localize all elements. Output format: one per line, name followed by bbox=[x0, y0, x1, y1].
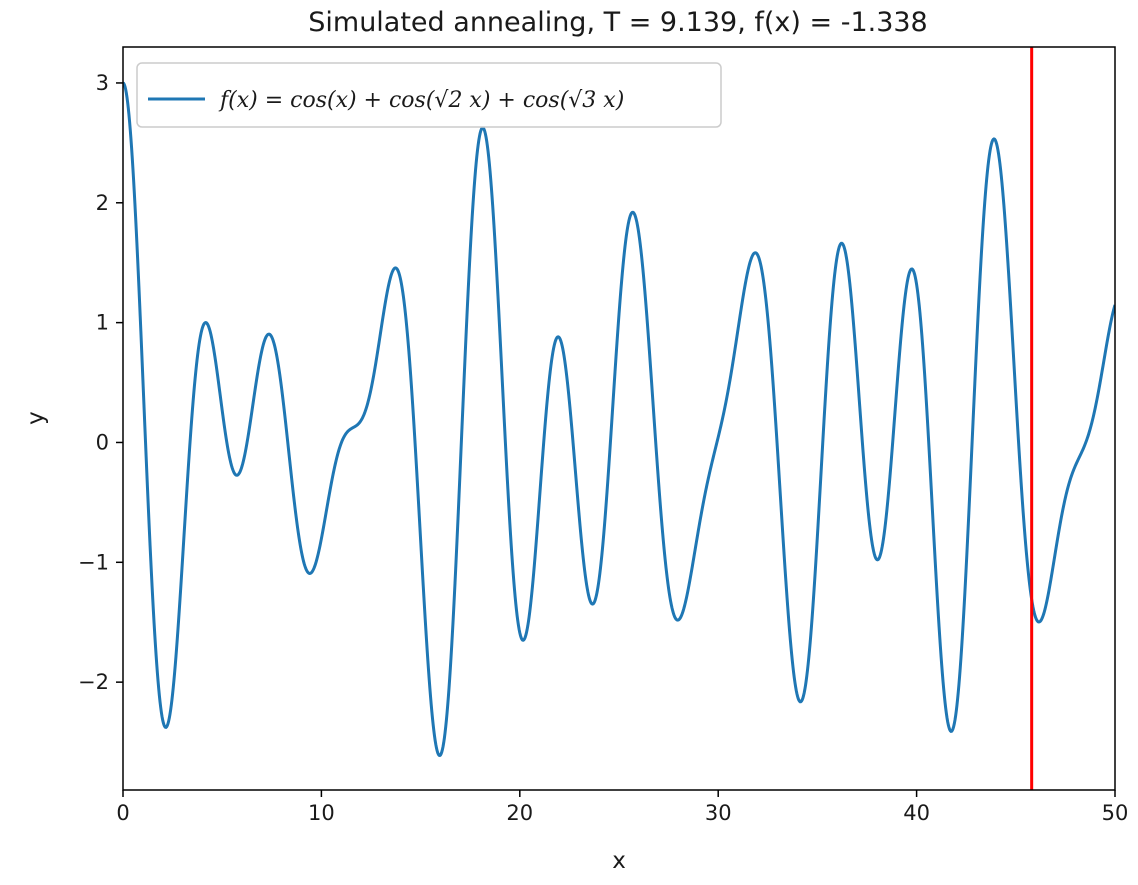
y-tick-label: 1 bbox=[96, 311, 109, 335]
y-tick-label: 2 bbox=[96, 191, 109, 215]
y-axis-ticks: −2 −1 0 1 2 3 bbox=[78, 71, 123, 694]
y-axis-label: y bbox=[23, 411, 49, 425]
x-axis-ticks: 0 10 20 30 40 50 bbox=[116, 790, 1128, 825]
x-tick-label: 50 bbox=[1102, 801, 1129, 825]
legend-label: f(x) = cos(x) + cos(√2 x) + cos(√3 x) bbox=[218, 88, 624, 113]
legend: f(x) = cos(x) + cos(√2 x) + cos(√3 x) bbox=[136, 62, 722, 128]
x-tick-label: 20 bbox=[506, 801, 533, 825]
y-tick-label: 3 bbox=[96, 71, 109, 95]
x-tick-label: 40 bbox=[903, 801, 930, 825]
x-tick-label: 0 bbox=[116, 801, 129, 825]
y-tick-label: 0 bbox=[96, 430, 109, 454]
legend-box bbox=[136, 62, 722, 128]
y-tick-label: −1 bbox=[78, 550, 109, 574]
plot-frame bbox=[122, 46, 1116, 791]
chart-title: Simulated annealing, T = 9.139, f(x) = -… bbox=[308, 7, 927, 38]
series-line bbox=[123, 81, 1115, 758]
x-tick-label: 30 bbox=[705, 801, 732, 825]
y-tick-label: −2 bbox=[78, 670, 109, 694]
x-tick-label: 10 bbox=[308, 801, 335, 825]
x-axis-label: x bbox=[612, 848, 626, 874]
plot-area bbox=[122, 46, 1116, 791]
